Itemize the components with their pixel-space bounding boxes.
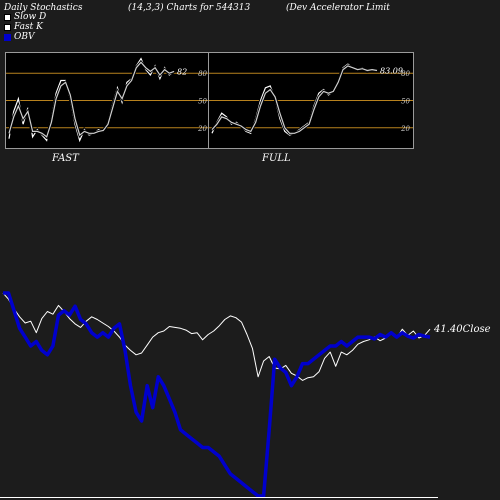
fast-series-line-1 [8, 61, 175, 138]
obv-line [3, 291, 431, 498]
legend-item-slow-d: Slow D [4, 12, 46, 22]
price-line [2, 292, 431, 381]
close-price-label: 41.40Close [433, 324, 491, 335]
fast-last-value-label: 82 [177, 67, 187, 76]
fast-stochastic-chart: 20 50 80 82 [6, 55, 210, 145]
fast-panel-label: FAST [52, 153, 79, 164]
fast-level-label-20: 20 [197, 125, 207, 133]
fast-level-label-50: 50 [198, 98, 207, 106]
fast-level-label-80: 80 [198, 70, 207, 78]
full-level-label-20: 20 [400, 125, 410, 133]
full-series-line-1 [211, 65, 378, 134]
fast-stochastic-panel: 20 50 80 82 [5, 52, 211, 149]
full-last-value-label: 83.09 [380, 66, 403, 75]
full-level-label-80: 80 [401, 70, 410, 78]
full-stochastic-panel: 20 50 80 83.09 [208, 52, 414, 149]
legend-label: Fast K [14, 22, 43, 32]
header-title: Daily Stochastics [4, 3, 83, 13]
legend-swatch-icon [4, 23, 11, 31]
legend-item-fast-k: Fast K [4, 22, 46, 32]
legend: Slow D Fast K OBV [4, 12, 46, 42]
legend-label: Slow D [14, 12, 47, 22]
header-company: (Dev Accelerator Limit [286, 3, 390, 13]
legend-label: OBV [14, 32, 35, 42]
full-level-label-50: 50 [401, 98, 410, 106]
header-subtitle: (14,3,3) Charts for 544313 [128, 3, 251, 13]
legend-item-obv: OBV [4, 32, 46, 42]
full-panel-label: FULL [262, 153, 291, 164]
legend-swatch-icon [4, 13, 11, 21]
legend-swatch-icon [4, 33, 11, 41]
